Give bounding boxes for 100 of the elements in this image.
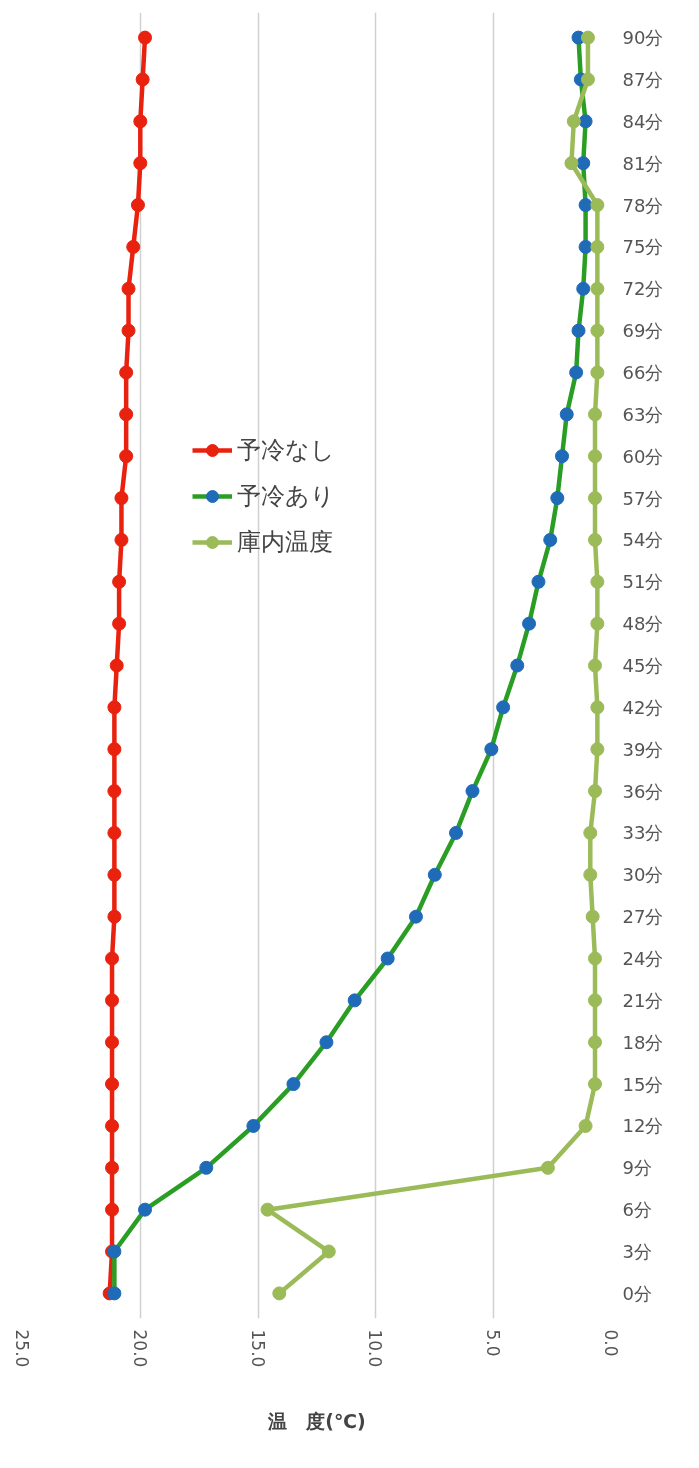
x-axis-title: 温 度(℃) [267, 1410, 366, 1433]
point [522, 616, 537, 631]
point [588, 532, 603, 547]
point [105, 993, 120, 1008]
y-tick-label: 54分 [622, 529, 664, 551]
point [540, 1160, 555, 1175]
y-tick-label: 57分 [622, 487, 664, 509]
point [199, 1160, 214, 1175]
y-tick-label: 90分 [622, 27, 664, 49]
point [590, 365, 605, 380]
point [107, 1286, 122, 1301]
point [588, 658, 603, 673]
point [590, 700, 605, 715]
point [107, 784, 122, 799]
point [590, 281, 605, 296]
point [107, 742, 122, 757]
y-tick-label: 30分 [622, 864, 664, 886]
point [564, 156, 579, 171]
point [588, 407, 603, 422]
point [585, 909, 600, 924]
y-tick-label: 42分 [622, 696, 664, 718]
point [569, 365, 584, 380]
point [246, 1118, 261, 1133]
point [590, 574, 605, 589]
legend-label: 予冷なし [237, 435, 335, 466]
y-tick-label: 33分 [622, 822, 664, 844]
point [408, 909, 423, 924]
point [571, 323, 586, 338]
x-tick-label: 0.0 [601, 1329, 621, 1357]
y-tick-label: 0分 [622, 1282, 652, 1304]
point [590, 323, 605, 338]
point [321, 1244, 336, 1259]
point [347, 993, 362, 1008]
point [126, 239, 141, 254]
point [580, 30, 595, 45]
y-tick-label: 45分 [622, 655, 664, 676]
point [555, 449, 570, 464]
y-tick-label: 84分 [622, 110, 664, 132]
point [588, 951, 603, 966]
point [543, 532, 558, 547]
point [583, 867, 598, 882]
y-tick-label: 18分 [622, 1031, 664, 1053]
point [590, 198, 605, 213]
x-tick-label: 25.0 [12, 1329, 32, 1368]
point [105, 951, 120, 966]
x-tick-label: 20.0 [129, 1329, 150, 1368]
point [107, 700, 122, 715]
point [496, 700, 511, 715]
point [427, 867, 442, 882]
x-tick-label: 15.0 [247, 1329, 268, 1368]
point [588, 491, 603, 506]
point [114, 491, 129, 506]
point [578, 114, 593, 129]
point [583, 825, 598, 840]
point [133, 156, 148, 171]
point [107, 867, 122, 882]
point [286, 1077, 301, 1092]
point [138, 30, 153, 45]
point [105, 1035, 120, 1050]
point [588, 449, 603, 464]
point [112, 574, 127, 589]
y-tick-label: 9分 [622, 1157, 652, 1179]
y-tick-label: 15分 [622, 1073, 664, 1095]
y-tick-label: 63分 [622, 403, 664, 425]
y-tick-label: 27分 [622, 906, 664, 928]
point [578, 198, 593, 213]
point [550, 491, 565, 506]
point [105, 1202, 120, 1217]
point [109, 658, 124, 673]
point [107, 825, 122, 840]
point [121, 281, 136, 296]
point [119, 449, 134, 464]
y-tick-label: 75分 [622, 236, 664, 258]
point [510, 658, 525, 673]
point [105, 1077, 120, 1092]
point [578, 239, 593, 254]
point [531, 574, 546, 589]
point [576, 281, 591, 296]
y-tick-label: 87分 [622, 68, 664, 90]
y-tick-label: 51分 [622, 571, 664, 593]
point [590, 239, 605, 254]
y-tick-label: 3分 [622, 1241, 652, 1263]
y-tick-label: 24分 [622, 948, 664, 970]
point [130, 198, 145, 213]
y-tick-label: 39分 [622, 738, 664, 760]
point [119, 365, 134, 380]
y-tick-label: 81分 [622, 152, 664, 174]
x-tick-label: 10.0 [365, 1329, 386, 1368]
point [590, 616, 605, 631]
y-tick-label: 36分 [622, 780, 664, 802]
point [588, 1035, 603, 1050]
y-tick-label: 60分 [622, 445, 664, 467]
point [588, 1077, 603, 1092]
point [112, 616, 127, 631]
point [578, 1118, 593, 1133]
point [380, 951, 395, 966]
point [580, 72, 595, 87]
y-tick-label: 66分 [622, 361, 664, 383]
point [138, 1202, 153, 1217]
point [588, 993, 603, 1008]
